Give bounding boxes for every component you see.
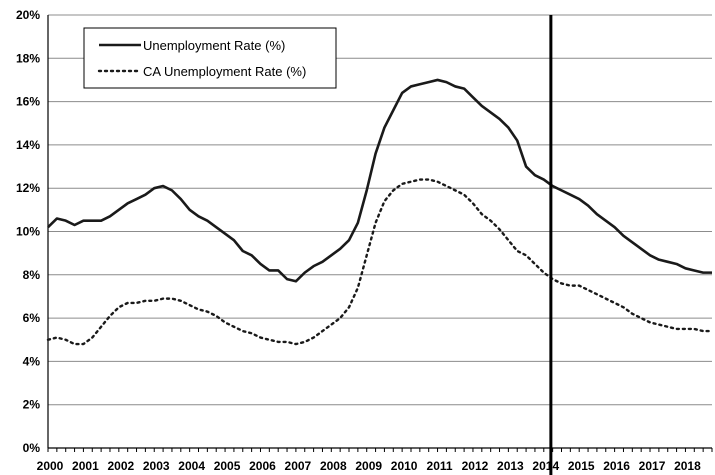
x-tick-label: 2003 (143, 459, 170, 473)
legend-label-ca-unemployment: CA Unemployment Rate (%) (143, 64, 306, 79)
x-tick-label: 2005 (214, 459, 241, 473)
x-tick-label: 2002 (107, 459, 134, 473)
x-tick-label: 2000 (37, 459, 64, 473)
y-tick-label: 6% (23, 311, 41, 325)
x-tick-label: 2018 (674, 459, 701, 473)
x-tick-label: 2014 (532, 459, 559, 473)
x-tick-label: 2016 (603, 459, 630, 473)
series-line-unemployment (47, 78, 712, 283)
x-tick-label: 2008 (320, 459, 347, 473)
x-tick-label: 2013 (497, 459, 524, 473)
x-tick-label: 2004 (178, 459, 205, 473)
x-tick-label: 2017 (639, 459, 666, 473)
y-tick-label: 20% (16, 8, 40, 22)
x-tick-label: 2006 (249, 459, 276, 473)
y-tick-label: 14% (16, 138, 40, 152)
y-tick-label: 4% (23, 354, 41, 368)
y-tick-label: 16% (16, 95, 40, 109)
x-tick-label: 2009 (355, 459, 382, 473)
x-ticks (47, 448, 713, 452)
y-tick-label: 2% (23, 398, 41, 412)
legend-box (83, 27, 337, 89)
legend: Unemployment Rate (%) CA Unemployment Ra… (83, 27, 337, 89)
axes (47, 15, 712, 449)
x-tick-label: 2012 (462, 459, 489, 473)
x-tick-label: 2010 (391, 459, 418, 473)
y-tick-label: 0% (23, 441, 41, 455)
y-tick-label: 8% (23, 268, 41, 282)
x-tick-label: 2007 (285, 459, 312, 473)
x-tick-label: 2015 (568, 459, 595, 473)
x-tick-label: 2001 (72, 459, 99, 473)
x-tick-label: 2011 (427, 459, 453, 473)
legend-label-unemployment: Unemployment Rate (%) (143, 38, 285, 53)
series-line-ca-unemployment (46, 178, 714, 346)
y-tick-label: 10% (16, 225, 40, 239)
x-tick-labels: 2000 2001 2002 2003 2004 2005 2006 2007 2008 2009… (37, 459, 701, 473)
y-tick-labels: 0% 2% 4% 6% 8% 10% 12% 14% 16% 18% 20% (16, 8, 40, 455)
y-tick-label: 18% (16, 51, 40, 65)
series-lines (46, 78, 714, 346)
y-tick-label: 12% (16, 181, 40, 195)
